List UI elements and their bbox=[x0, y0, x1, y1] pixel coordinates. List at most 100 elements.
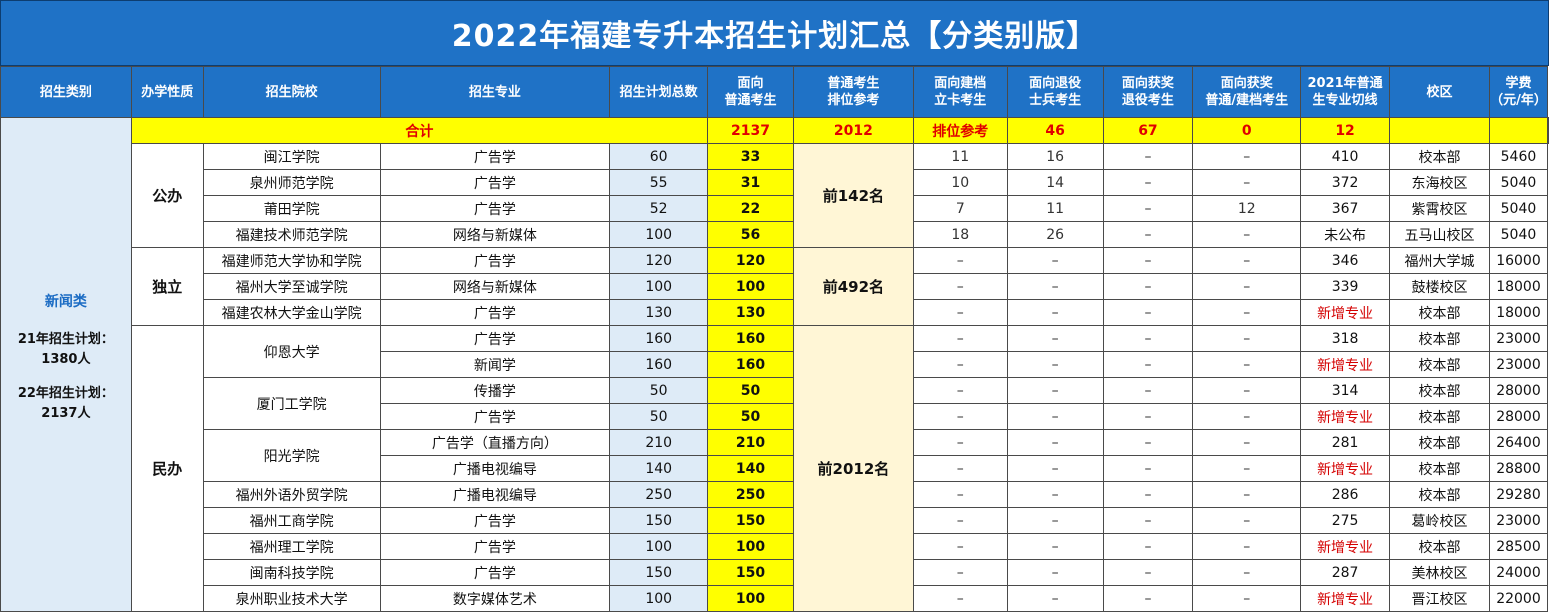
award-general-count: – bbox=[1192, 507, 1302, 534]
plan-total: 55 bbox=[609, 169, 709, 196]
award-general-count: – bbox=[1192, 429, 1302, 456]
total-veteran: 67 bbox=[1102, 117, 1194, 144]
general-count: 50 bbox=[707, 403, 794, 430]
campus: 福州大学城 bbox=[1389, 247, 1490, 274]
general-count: 33 bbox=[707, 143, 794, 170]
cutoff-2021: 410 bbox=[1300, 143, 1391, 170]
total-cutoff bbox=[1389, 117, 1490, 144]
cutoff-2021: 367 bbox=[1300, 195, 1391, 222]
school-name: 福建师范大学协和学院 bbox=[202, 247, 381, 274]
major: 广告学 bbox=[379, 169, 611, 196]
tuition-fee: 22000 bbox=[1488, 585, 1549, 612]
table-row: 福建技术师范学院 网络与新媒体 100 56 18 26– – 未公布 五马山校区 5040 bbox=[1, 221, 1549, 248]
general-count: 100 bbox=[707, 273, 794, 300]
filed-count: – bbox=[912, 247, 1008, 274]
category-name: 新闻类 bbox=[44, 293, 87, 310]
veteran-count: – bbox=[1006, 351, 1104, 378]
plan-total: 100 bbox=[609, 273, 709, 300]
cutoff-2021: 新增专业 bbox=[1300, 455, 1391, 482]
school-name: 莆田学院 bbox=[202, 195, 381, 222]
school-name: 仰恩大学 bbox=[202, 325, 381, 378]
general-count: 150 bbox=[707, 559, 794, 586]
column-header: 学费 （元/年） bbox=[1488, 66, 1549, 118]
total-general: 2012 bbox=[792, 117, 914, 144]
campus: 校本部 bbox=[1389, 299, 1490, 326]
award-veteran-count: – bbox=[1102, 273, 1194, 300]
cutoff-2021: 新增专业 bbox=[1300, 403, 1391, 430]
filed-count: – bbox=[912, 377, 1008, 404]
veteran-count: – bbox=[1006, 507, 1104, 534]
plan-total: 210 bbox=[609, 429, 709, 456]
total-fee bbox=[1547, 117, 1549, 144]
campus: 校本部 bbox=[1389, 403, 1490, 430]
school-nature: 公办 bbox=[130, 143, 204, 248]
column-header: 招生计划总数 bbox=[609, 66, 709, 118]
veteran-count: 26 bbox=[1006, 221, 1104, 248]
filed-count: – bbox=[912, 455, 1008, 482]
column-header: 办学性质 bbox=[130, 66, 204, 118]
tuition-fee: 5460 bbox=[1488, 143, 1549, 170]
major: 传播学 bbox=[379, 377, 611, 404]
table-row: 福州大学至诚学院 网络与新媒体 100 100– – – –339 鼓楼校区 18000 bbox=[1, 273, 1549, 300]
general-count: 50 bbox=[707, 377, 794, 404]
category-cell: 新闻类 21年招生计划：1380人 22年招生计划：2137人 bbox=[0, 117, 132, 612]
total-label: 合计 bbox=[130, 117, 709, 144]
veteran-count: – bbox=[1006, 455, 1104, 482]
cutoff-2021: 275 bbox=[1300, 507, 1391, 534]
cutoff-2021: 286 bbox=[1300, 481, 1391, 508]
award-general-count: – bbox=[1192, 143, 1302, 170]
school-name: 厦门工学院 bbox=[202, 377, 381, 430]
tuition-fee: 23000 bbox=[1488, 325, 1549, 352]
campus: 美林校区 bbox=[1389, 559, 1490, 586]
column-header: 面向获奖 退役考生 bbox=[1102, 66, 1194, 118]
plan-total: 250 bbox=[609, 481, 709, 508]
award-veteran-count: – bbox=[1102, 455, 1194, 482]
award-veteran-count: – bbox=[1102, 403, 1194, 430]
table-row: 莆田学院 广告学 52 22 7 11–12 367 紫霄校区 5040 bbox=[1, 195, 1549, 222]
table-row: 独立 福建师范大学协和学院 广告学 120 120 前492名 – – – –346 福州大学城 16… bbox=[1, 247, 1549, 326]
veteran-count: – bbox=[1006, 585, 1104, 612]
major: 广告学（直播方向） bbox=[379, 429, 611, 456]
plan-total: 130 bbox=[609, 299, 709, 326]
award-general-count: – bbox=[1192, 221, 1302, 248]
plan-total: 120 bbox=[609, 247, 709, 274]
major: 广播电视编导 bbox=[379, 455, 611, 482]
table-row: 厦门工学院 传播学 50 50– – – –314 校本部 28000 bbox=[1, 377, 1549, 430]
campus: 校本部 bbox=[1389, 481, 1490, 508]
campus: 葛岭校区 bbox=[1389, 507, 1490, 534]
cutoff-2021: 新增专业 bbox=[1300, 299, 1391, 326]
total-plan: 2137 bbox=[707, 117, 794, 144]
award-general-count: – bbox=[1192, 247, 1302, 274]
general-count: 22 bbox=[707, 195, 794, 222]
total-award-vet: 0 bbox=[1192, 117, 1302, 144]
major: 广告学 bbox=[379, 403, 611, 430]
filed-count: – bbox=[912, 403, 1008, 430]
tuition-fee: 26400 bbox=[1488, 429, 1549, 456]
filed-count: 7 bbox=[912, 195, 1008, 222]
cutoff-2021: 新增专业 bbox=[1300, 585, 1391, 612]
campus: 校本部 bbox=[1389, 377, 1490, 404]
award-veteran-count: – bbox=[1102, 585, 1194, 612]
cutoff-2021: 287 bbox=[1300, 559, 1391, 586]
general-count: 31 bbox=[707, 169, 794, 196]
tuition-fee: 16000 bbox=[1488, 247, 1549, 274]
tuition-fee: 28500 bbox=[1488, 533, 1549, 560]
plan-total: 150 bbox=[609, 559, 709, 586]
cutoff-2021: 346 bbox=[1300, 247, 1391, 274]
table-row: 泉州职业技术大学 数字媒体艺术 100 100– – – – 新增专业 晋江校区 22000 bbox=[1, 585, 1549, 612]
campus: 校本部 bbox=[1389, 143, 1490, 170]
award-veteran-count: – bbox=[1102, 299, 1194, 326]
tuition-fee: 5040 bbox=[1488, 221, 1549, 248]
table-row: 福州外语外贸学院 广播电视编导 250 250– – – –286 校本部 29280 bbox=[1, 481, 1549, 508]
veteran-count: – bbox=[1006, 247, 1104, 274]
school-name: 闽江学院 bbox=[202, 143, 381, 170]
general-count: 250 bbox=[707, 481, 794, 508]
filed-count: – bbox=[912, 351, 1008, 378]
column-header: 2021年普通 生专业切线 bbox=[1300, 66, 1391, 118]
cutoff-2021: 281 bbox=[1300, 429, 1391, 456]
column-header: 面向 普通考生 bbox=[707, 66, 794, 118]
major: 广告学 bbox=[379, 195, 611, 222]
column-header: 普通考生 排位参考 bbox=[792, 66, 914, 118]
table-row: 民办 仰恩大学 广告学 160 160 前2012名 – – – –318 校本部 23000 bbox=[1, 325, 1549, 612]
school-name: 福州理工学院 bbox=[202, 533, 381, 560]
